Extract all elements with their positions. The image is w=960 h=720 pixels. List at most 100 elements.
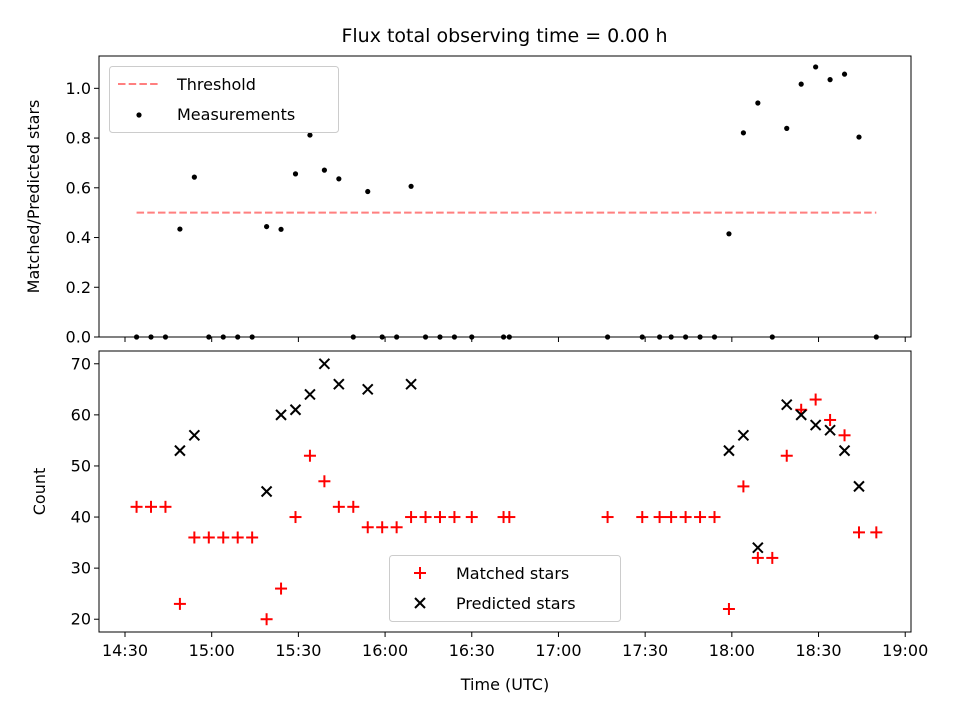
measurement-point — [365, 188, 371, 195]
matched-star-point — [694, 511, 707, 524]
matched-star-point — [601, 511, 614, 524]
legend-measurements-swatch — [136, 112, 142, 118]
measurement-point — [841, 71, 848, 77]
predicted-star-point — [824, 424, 836, 436]
measurement-point — [408, 183, 414, 189]
matched-star-point — [870, 526, 883, 539]
matched-star-point — [636, 511, 649, 524]
matched-star-point — [809, 393, 822, 406]
measurement-point — [784, 125, 790, 131]
predicted-star-point — [405, 378, 417, 390]
matched-star-point — [159, 500, 172, 513]
matched-star-point — [188, 531, 201, 544]
matched-star-point — [503, 511, 516, 524]
matched-star-point — [376, 521, 389, 534]
bottom-y-axis-label: Count — [30, 468, 49, 516]
predicted-star-point — [853, 480, 865, 493]
x-tick-label: 14:30 — [102, 641, 148, 660]
matched-star-point — [130, 500, 143, 513]
predicted-star-point — [838, 444, 851, 457]
bottom-y-tick-label: 60 — [71, 405, 91, 424]
matched-star-point — [217, 531, 230, 544]
x-tick-label: 17:00 — [535, 641, 581, 660]
matched-star-point — [465, 511, 478, 524]
matched-star-point — [448, 511, 461, 524]
top-y-tick-label: 0.8 — [66, 129, 91, 148]
bottom-y-tick-label: 30 — [71, 559, 91, 578]
chart-title: Flux total observing time = 0.00 h — [341, 25, 667, 47]
bottom-x-ticks: 14:30 15:00 15:30 16:00 16:30 17:00 17:30 18:00… — [102, 632, 928, 660]
predicted-star-point — [737, 429, 750, 442]
bottom-y-tick-label: 70 — [71, 354, 91, 373]
matched-star-point — [361, 521, 374, 534]
x-axis-label: Time (UTC) — [460, 675, 549, 694]
bottom-y-tick-label: 50 — [71, 456, 91, 475]
top-plot-area — [133, 64, 879, 340]
x-tick-label: 19:00 — [882, 641, 928, 660]
x-tick-label: 18:00 — [709, 641, 755, 660]
top-y-axis-label: Matched/Predicted stars — [24, 100, 43, 294]
measurement-point — [336, 176, 342, 182]
top-y-tick-label: 0.2 — [66, 278, 91, 297]
bottom-y-tick-label: 40 — [71, 508, 91, 527]
matched-star-point — [419, 511, 432, 524]
bottom-legend: Matched stars Predicted stars — [389, 555, 621, 622]
predicted-star-point — [304, 388, 316, 401]
top-legend-box — [109, 66, 339, 133]
predicted-star-point — [362, 383, 374, 396]
matched-star-point — [665, 511, 678, 524]
bottom-y-ticks: 20 30 40 50 60 70 — [71, 354, 99, 629]
measurement-point — [278, 226, 284, 232]
legend-threshold-label: Threshold — [176, 75, 256, 94]
measurement-point — [292, 171, 299, 177]
top-y-tick-label: 1.0 — [66, 79, 91, 98]
matched-star-point — [751, 551, 764, 564]
matched-star-point — [289, 511, 302, 524]
matched-star-point — [838, 429, 851, 442]
legend-matched-swatch — [414, 567, 426, 579]
top-axes-frame — [98, 55, 912, 338]
matched-star-point — [766, 551, 779, 564]
matched-star-point — [708, 511, 721, 524]
measurement-point — [740, 130, 746, 136]
matched-star-point — [722, 603, 735, 616]
x-tick-label: 18:30 — [795, 641, 841, 660]
matched-star-point — [145, 500, 158, 513]
matched-star-point — [852, 526, 865, 539]
matched-star-point — [231, 531, 244, 544]
matched-star-point — [390, 521, 403, 534]
matched-star-point — [318, 475, 331, 488]
matched-star-point — [433, 511, 446, 524]
matched-star-point — [347, 500, 360, 513]
bottom-axes-frame — [98, 350, 912, 633]
measurement-point — [813, 64, 819, 70]
predicted-star-point — [188, 429, 201, 442]
matched-star-point — [780, 449, 793, 462]
bottom-legend-box — [389, 555, 621, 622]
top-y-tick-label: 0.6 — [66, 178, 91, 197]
bottom-plot-area — [130, 358, 883, 626]
predicted-star-point — [781, 398, 793, 411]
x-tick-label: 15:00 — [189, 641, 235, 660]
matched-star-point — [405, 511, 418, 524]
bottom-panel: 20 30 40 50 60 70 14:30 15:00 15:30 16:00 16:30 17… — [30, 350, 928, 694]
top-legend: Threshold Measurements — [109, 66, 339, 133]
matched-star-point — [173, 597, 186, 610]
matched-star-point — [332, 500, 345, 513]
legend-predicted-label: Predicted stars — [456, 594, 576, 613]
x-tick-label: 16:00 — [362, 641, 408, 660]
x-tick-label: 17:30 — [622, 641, 668, 660]
measurement-point — [307, 132, 313, 138]
matched-star-point — [679, 511, 692, 524]
matched-star-point — [824, 413, 837, 426]
top-panel: 0.0 0.2 0.4 0.6 0.8 1.0 Matched/Predicted sta… — [24, 55, 912, 347]
predicted-star-point — [275, 409, 287, 421]
legend-matched-label: Matched stars — [456, 564, 569, 583]
measurement-point — [177, 226, 183, 232]
predicted-star-point — [809, 419, 822, 431]
matched-star-point — [303, 449, 316, 462]
top-y-ticks: 0.0 0.2 0.4 0.6 0.8 1.0 — [66, 79, 99, 347]
measurement-point — [856, 134, 862, 140]
matched-star-point — [275, 582, 288, 595]
